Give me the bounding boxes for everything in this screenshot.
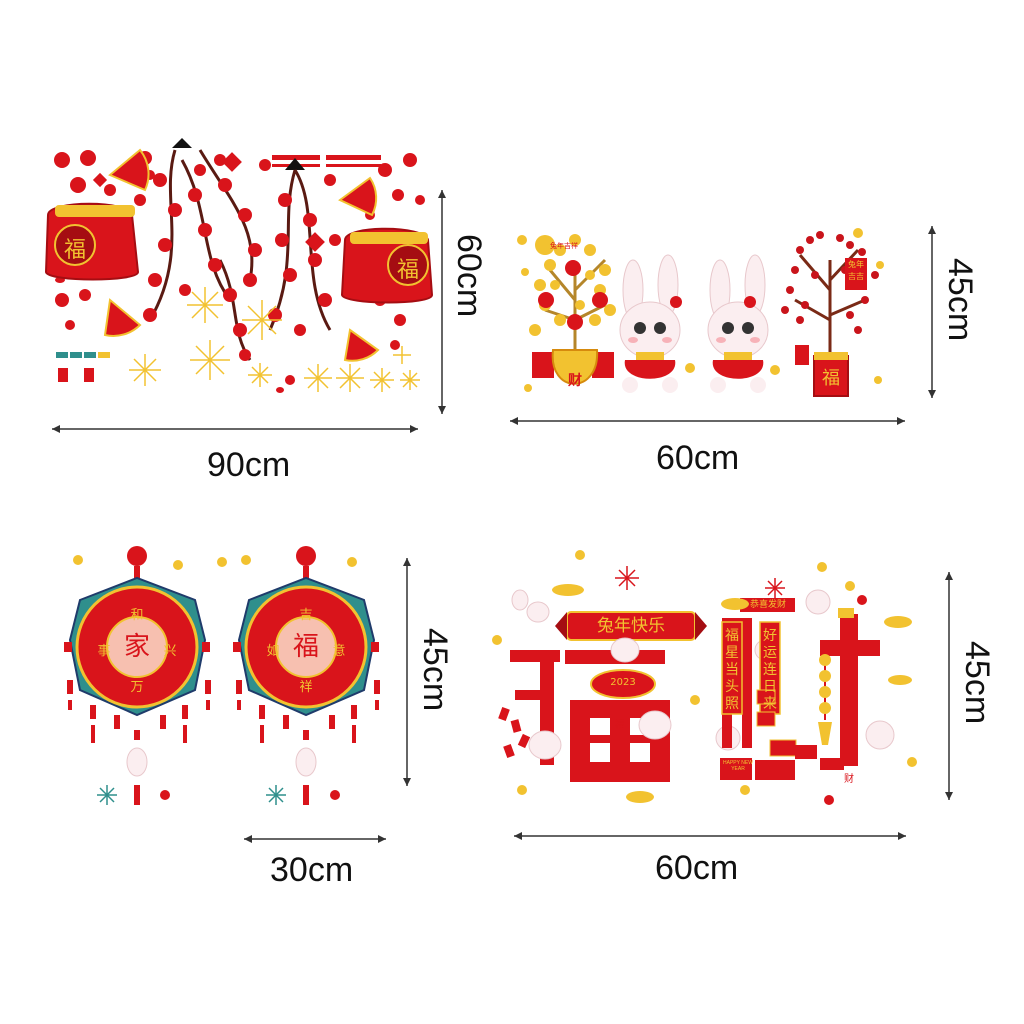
knot-right-top-char: 吉 [299,608,313,623]
lucky-bag-left [44,202,140,281]
golden-money-tree [529,234,616,385]
top-left-width-label: 90cm [207,446,291,484]
top-tag: 恭喜发财 [749,600,786,610]
knot-right-bottom-char: 祥 [299,680,313,695]
rabbit-left [619,254,682,393]
couplet-left: 福星当头照 [725,628,739,712]
gold-coins [517,228,884,392]
knot-left-left-char: 事 [97,644,111,659]
knot-left-center-char: 家 [123,632,150,662]
knot-left-top-char: 和 [130,608,144,623]
bag-right-char: 福 [396,258,419,283]
small-tokens [56,352,110,382]
chinese-knot-right [233,546,380,805]
knot-left-bottom-char: 万 [130,680,144,695]
lucky-bag-right [340,227,434,304]
rabbit-right [707,254,769,393]
bag-left-char: 福 [63,238,86,263]
banner [555,611,707,641]
top-right-width-label: 60cm [656,439,740,477]
happy-new-year-card: HAPPY NEW YEAR [723,760,753,772]
tag-right-1: 兔年 [848,260,864,269]
top-hanging-rods [172,138,381,170]
pot-right-char: 福 [822,368,840,389]
clouds-and-coins [492,550,917,805]
red-berry-tree [781,231,879,397]
fireworks [129,287,420,392]
knot-right-center-char: 福 [292,632,319,662]
lantern-badge [590,669,656,699]
bottom-right-height-label: 45cm [958,641,996,725]
gift-boxes [720,689,817,780]
big-fu-character [510,650,670,782]
plum-blossoms [134,154,341,361]
coin-string [818,608,854,745]
tag-left: 兔年吉祥 [550,242,578,250]
couplet-right: 好运连日来 [763,628,777,712]
knot-left-right-char: 兴 [163,644,177,659]
banner-text: 兔年快乐 [597,616,665,636]
bottom-right-width-label: 60cm [655,849,739,887]
fan-decorations [103,148,380,362]
big-char-right-label: 财 [844,774,854,785]
sparkles [615,566,785,598]
bottom-left-width-label: 30cm [270,851,354,889]
pot-left-char: 财 [568,373,582,389]
knot-right-right-char: 意 [332,644,346,659]
chinese-knot-left [64,546,227,805]
knot-right-left-char: 如 [266,644,280,659]
big-char-left-label: 福 [615,720,625,731]
year-badge: 2023 [610,677,636,688]
tag-right-2: 吉吉 [848,272,864,281]
firecrackers [498,706,531,759]
